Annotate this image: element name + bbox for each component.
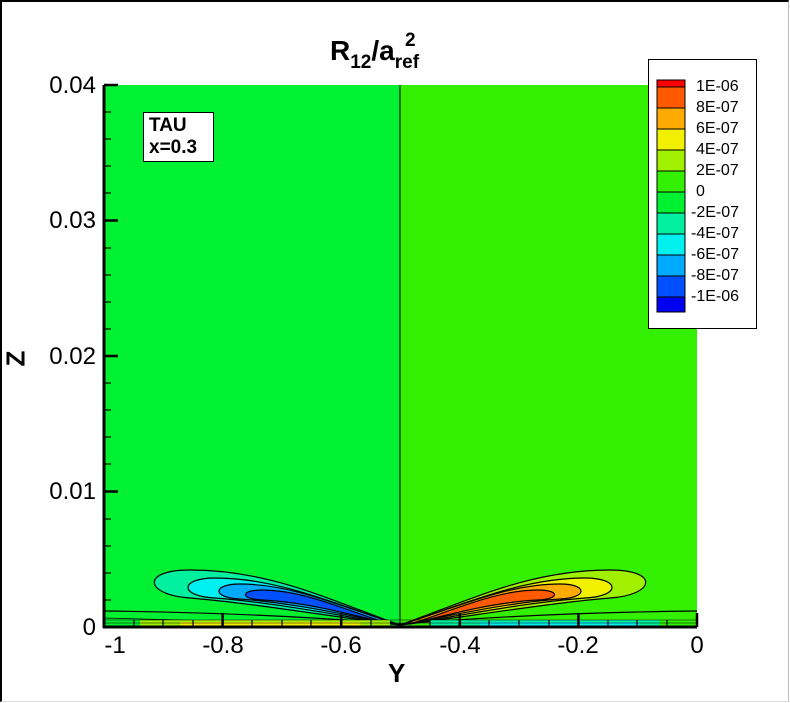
y-tick-label: 0.02 bbox=[49, 343, 96, 370]
legend-label: -6E-07 bbox=[691, 246, 740, 263]
negative-lobe bbox=[104, 569, 400, 627]
annotation-box: TAU x=0.3 bbox=[143, 112, 214, 162]
x-tick-label: 0 bbox=[690, 632, 704, 659]
legend-label: -1E-06 bbox=[691, 288, 740, 305]
annotation-line1: TAU bbox=[149, 115, 187, 136]
legend-label: -8E-07 bbox=[691, 267, 740, 284]
legend-label: -4E-07 bbox=[691, 225, 740, 242]
legend-label: 1E-06 bbox=[696, 78, 739, 95]
x-minor-ticks bbox=[133, 620, 668, 627]
y-tick-label: 0.01 bbox=[49, 478, 96, 505]
chart-title: R12/aref2 bbox=[330, 30, 420, 73]
x-ticks bbox=[221, 613, 699, 627]
y-tick-label: 0.04 bbox=[49, 72, 96, 99]
legend-label: 4E-07 bbox=[696, 141, 739, 158]
legend-label: 8E-07 bbox=[696, 99, 739, 116]
x-tick-label: -0.4 bbox=[439, 632, 481, 659]
legend-label: 0 bbox=[696, 183, 705, 200]
y-minor-ticks bbox=[104, 111, 111, 601]
legend-label: 6E-07 bbox=[696, 120, 739, 137]
x-tick-label: -0.8 bbox=[202, 632, 244, 659]
legend-label: -2E-07 bbox=[691, 204, 740, 221]
x-axis-label: Y bbox=[388, 658, 406, 688]
x-tick-label: -1 bbox=[104, 632, 126, 659]
field-left bbox=[104, 85, 400, 627]
y-ticks bbox=[104, 83, 118, 493]
positive-lobe bbox=[400, 569, 697, 626]
y-tick-label: 0.03 bbox=[49, 207, 96, 234]
x-tick-label: -0.6 bbox=[320, 632, 362, 659]
y-tick-label: 0 bbox=[82, 614, 96, 641]
field-right bbox=[400, 85, 697, 627]
y-axis-label: Z bbox=[0, 350, 31, 367]
x-tick-label: -0.2 bbox=[557, 632, 599, 659]
legend-label: 2E-07 bbox=[696, 162, 739, 179]
annotation-line2: x=0.3 bbox=[149, 137, 198, 158]
